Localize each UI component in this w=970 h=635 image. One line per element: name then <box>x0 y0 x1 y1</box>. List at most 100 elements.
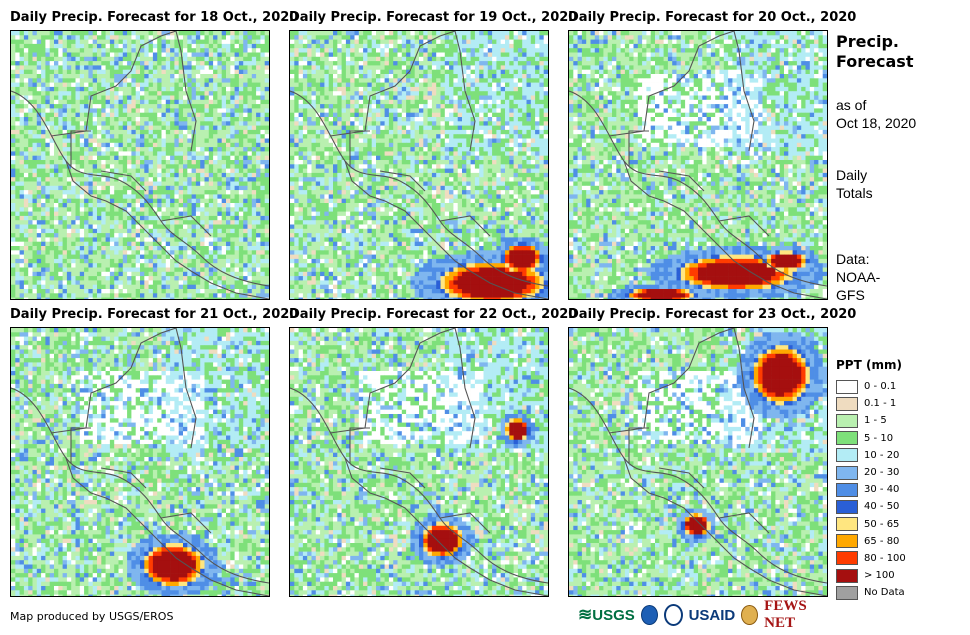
precip-raster-map <box>290 31 548 299</box>
usaid-logo-icon <box>663 604 683 626</box>
usgs-logo: ≋ USGS <box>578 605 635 625</box>
legend-item: 5 - 10 <box>836 430 956 447</box>
coastline-border-line <box>718 512 770 534</box>
coastline-border-line <box>379 170 426 192</box>
noaa-logo-icon <box>640 605 658 625</box>
legend-swatch <box>836 413 858 428</box>
coastline-border-line <box>344 160 548 299</box>
coastline-border-line <box>329 328 456 434</box>
coastline-border-line <box>65 160 269 299</box>
as-of-date: as of Oct 18, 2020 <box>836 96 916 132</box>
legend-label: 5 - 10 <box>864 433 893 444</box>
forecast-panel: Daily Precip. Forecast for 23 Oct., 2020 <box>568 307 856 597</box>
legend-label: 20 - 30 <box>864 467 899 478</box>
precip-raster-map <box>569 31 827 299</box>
coastline-border-line <box>175 31 197 152</box>
coastline-border-line <box>718 215 770 237</box>
coastline-border-line <box>70 130 91 166</box>
coastline-border-line <box>623 160 827 299</box>
precip-raster-map <box>11 328 269 596</box>
legend-label: 0.1 - 1 <box>864 398 896 409</box>
legend-swatch <box>836 482 858 497</box>
coastline-border-line <box>379 467 426 489</box>
coastline-border-line <box>11 387 269 584</box>
coastline-border-line <box>50 328 177 434</box>
legend-label: 40 - 50 <box>864 501 899 512</box>
usaid-logo: USAID <box>689 607 736 624</box>
panel-title: Daily Precip. Forecast for 23 Oct., 2020 <box>568 307 858 322</box>
coastline-border-line <box>439 512 491 534</box>
daily-totals-label: Daily Totals <box>836 166 873 202</box>
coastline-border-line <box>454 328 476 449</box>
legend-swatch <box>836 551 858 566</box>
coastline-border-line <box>329 31 456 137</box>
data-source: Data: NOAA- GFS <box>836 250 880 304</box>
coastline-border-line <box>608 328 735 434</box>
coastline-border-line <box>454 31 476 152</box>
forecast-panel: Daily Precip. Forecast for 22 Oct., 2020 <box>289 307 577 597</box>
fewsnet-logo: FEWS NET <box>764 598 828 632</box>
legend-swatch <box>836 396 858 411</box>
coastline-border-line <box>290 387 548 584</box>
legend-item: 40 - 50 <box>836 498 956 515</box>
legend-swatch <box>836 431 858 446</box>
legend-swatch <box>836 568 858 583</box>
legend-label: 1 - 5 <box>864 415 887 426</box>
coastline-border-line <box>160 512 212 534</box>
precip-raster-map <box>290 328 548 596</box>
coastline-border-line <box>175 328 197 449</box>
panel-title: Daily Precip. Forecast for 21 Oct., 2020 <box>10 307 300 322</box>
coastline-border-line <box>623 457 827 596</box>
coastline-border-line <box>733 328 755 449</box>
panel-title: Daily Precip. Forecast for 22 Oct., 2020 <box>289 307 579 322</box>
coastline-border-line <box>569 90 827 287</box>
coastline-border-line <box>344 457 548 596</box>
coastline-border-line <box>11 90 269 287</box>
forecast-panel: Daily Precip. Forecast for 18 Oct., 2020 <box>10 10 298 300</box>
legend-label: 80 - 100 <box>864 553 906 564</box>
map-frame <box>568 30 828 300</box>
panel-title: Daily Precip. Forecast for 18 Oct., 2020 <box>10 10 300 25</box>
agency-logos: ≋ USGS USAID FEWS NET <box>578 598 828 632</box>
legend-label: 10 - 20 <box>864 450 899 461</box>
coastline-border-line <box>70 427 91 463</box>
precip-legend: PPT (mm) 0 - 0.1 0.1 - 1 1 - 5 5 - 10 10 - 2… <box>836 358 956 601</box>
coastline-border-line <box>100 170 147 192</box>
coastline-border-line <box>50 31 177 137</box>
coastline-border-line <box>658 467 705 489</box>
legend-item: > 100 <box>836 567 956 584</box>
legend-label: 50 - 65 <box>864 519 899 530</box>
coastline-border-line <box>439 215 491 237</box>
map-credit: Map produced by USGS/EROS <box>10 610 173 623</box>
legend-label: 0 - 0.1 <box>864 381 896 392</box>
legend-swatch <box>836 534 858 549</box>
legend-item: 1 - 5 <box>836 412 956 429</box>
legend-item: 65 - 80 <box>836 533 956 550</box>
coastline-border-line <box>628 130 649 166</box>
coastline-border-line <box>569 387 827 584</box>
coastline-border-line <box>733 31 755 152</box>
map-frame <box>10 327 270 597</box>
coastline-border-line <box>349 130 370 166</box>
forecast-panel: Daily Precip. Forecast for 20 Oct., 2020 <box>568 10 856 300</box>
precip-raster-map <box>569 328 827 596</box>
coastline-border-line <box>658 170 705 192</box>
forecast-title: Precip. Forecast <box>836 32 913 72</box>
coastline-border-line <box>100 467 147 489</box>
legend-swatch <box>836 465 858 480</box>
panel-title: Daily Precip. Forecast for 19 Oct., 2020 <box>289 10 579 25</box>
legend-swatch <box>836 499 858 514</box>
legend-item: 30 - 40 <box>836 481 956 498</box>
legend-swatch <box>836 379 858 394</box>
legend-label: No Data <box>864 587 905 598</box>
legend-label: 65 - 80 <box>864 536 899 547</box>
legend-swatch <box>836 585 858 600</box>
fews-globe-icon <box>741 605 759 625</box>
panel-title: Daily Precip. Forecast for 20 Oct., 2020 <box>568 10 858 25</box>
legend-item: 0.1 - 1 <box>836 395 956 412</box>
map-frame <box>289 30 549 300</box>
map-frame <box>289 327 549 597</box>
legend-swatch <box>836 448 858 463</box>
coastline-border-line <box>628 427 649 463</box>
legend-label: > 100 <box>864 570 895 581</box>
